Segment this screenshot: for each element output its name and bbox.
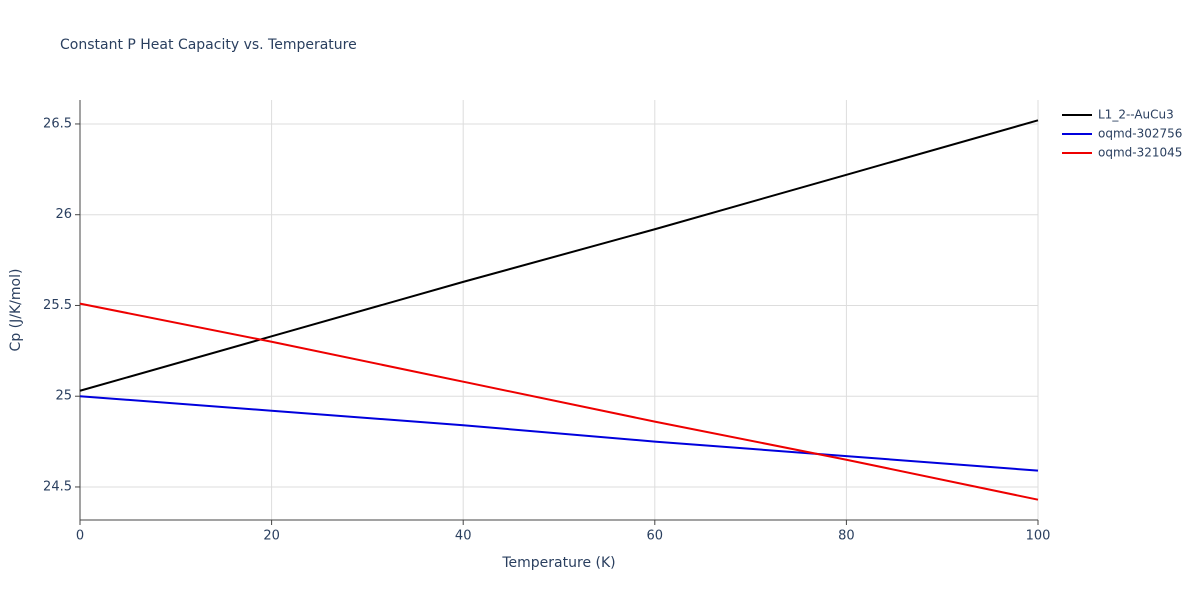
y-tick-label: 26.5 (43, 116, 72, 131)
legend-label: oqmd-302756 (1098, 127, 1182, 141)
x-tick-label: 20 (263, 529, 280, 544)
y-tick-label: 26 (55, 207, 72, 222)
series-line (79, 302, 1039, 501)
y-axis-title: Cp (J/K/mol) (8, 269, 24, 352)
x-tick-label: 60 (647, 529, 664, 544)
x-tick-label: 100 (1026, 529, 1051, 544)
y-tick-label: 25.5 (43, 298, 72, 313)
series-line (79, 395, 1039, 472)
y-tick-label: 25 (55, 389, 72, 404)
legend-label: L1_2--AuCu3 (1098, 108, 1174, 122)
x-tick-label: 0 (76, 529, 84, 544)
chart-title: Constant P Heat Capacity vs. Temperature (60, 37, 357, 53)
x-tick-label: 80 (838, 529, 855, 544)
x-axis-title: Temperature (K) (501, 555, 615, 571)
x-tick-label: 40 (455, 529, 472, 544)
series-line (79, 119, 1039, 392)
legend-label: oqmd-321045 (1098, 146, 1182, 160)
y-tick-label: 24.5 (43, 479, 72, 494)
